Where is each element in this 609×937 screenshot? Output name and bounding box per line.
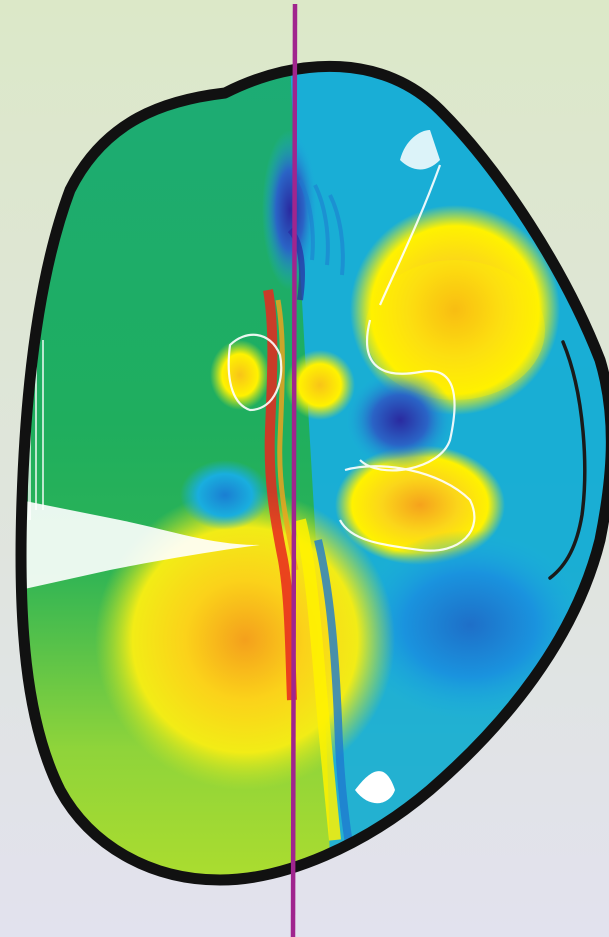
diagnostic-chord-line — [290, 3, 298, 937]
vessel-outline — [15, 60, 609, 886]
antenna-arc — [548, 340, 587, 580]
